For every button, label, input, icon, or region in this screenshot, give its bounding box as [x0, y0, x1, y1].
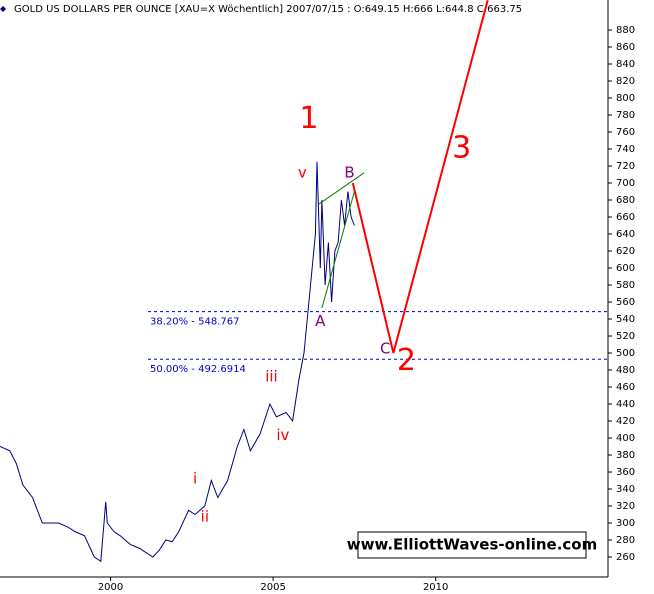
y-tick-label: 340: [616, 484, 635, 495]
level-label: 50.00% - 492.6914: [150, 364, 246, 375]
y-tick-label: 360: [616, 467, 635, 478]
y-tick-label: 660: [616, 212, 635, 223]
title-icon: [0, 6, 6, 12]
chart-title: GOLD US DOLLARS PER OUNCE [XAU=X Wöchent…: [14, 4, 522, 15]
y-tick-label: 680: [616, 195, 635, 206]
x-tick-label: 2010: [423, 582, 448, 593]
x-tick-label: 2000: [98, 582, 123, 593]
y-tick-label: 520: [616, 331, 635, 342]
wave-label: C: [380, 339, 390, 357]
y-tick-label: 400: [616, 433, 635, 444]
wave-label: i: [193, 469, 197, 487]
series-line: [0, 161, 355, 563]
y-tick-label: 540: [616, 314, 635, 325]
wave-label: 3: [452, 131, 471, 166]
x-tick-label: 2005: [260, 582, 285, 593]
watermark: www.ElliottWaves-online.com: [347, 536, 598, 554]
wave-label: 2: [397, 343, 416, 378]
wave-label: B: [344, 163, 354, 181]
watermark-box: [357, 531, 587, 559]
y-tick-label: 380: [616, 450, 635, 461]
y-tick-label: 620: [616, 246, 635, 257]
wave-label: iv: [276, 426, 289, 444]
y-tick-label: 820: [616, 76, 635, 87]
series-line: [351, 0, 489, 354]
y-tick-label: 280: [616, 535, 635, 546]
y-tick-label: 700: [616, 178, 635, 189]
y-tick-label: 260: [616, 552, 635, 563]
y-tick-label: 420: [616, 416, 635, 427]
y-tick-label: 580: [616, 280, 635, 291]
y-tick-label: 740: [616, 144, 635, 155]
y-tick-label: 640: [616, 229, 635, 240]
y-tick-label: 880: [616, 25, 635, 36]
series-line: [321, 191, 355, 309]
y-tick-label: 300: [616, 518, 635, 529]
wave-label: ii: [201, 508, 209, 526]
y-tick-label: 720: [616, 161, 635, 172]
series-line: [318, 172, 365, 205]
y-tick-label: 500: [616, 348, 635, 359]
y-tick-label: 460: [616, 382, 635, 393]
y-tick-label: 840: [616, 59, 635, 70]
y-tick-label: 560: [616, 297, 635, 308]
y-tick-label: 480: [616, 365, 635, 376]
y-tick-label: 800: [616, 93, 635, 104]
y-tick-label: 760: [616, 127, 635, 138]
y-tick-label: 600: [616, 263, 635, 274]
wave-label: 1: [299, 101, 318, 136]
wave-label: iii: [265, 367, 278, 385]
y-tick-label: 780: [616, 110, 635, 121]
y-tick-label: 860: [616, 42, 635, 53]
y-tick-label: 440: [616, 399, 635, 410]
level-label: 38.20% - 548.767: [150, 317, 239, 328]
wave-label: A: [315, 312, 326, 330]
wave-label: v: [298, 163, 307, 181]
y-tick-label: 320: [616, 501, 635, 512]
